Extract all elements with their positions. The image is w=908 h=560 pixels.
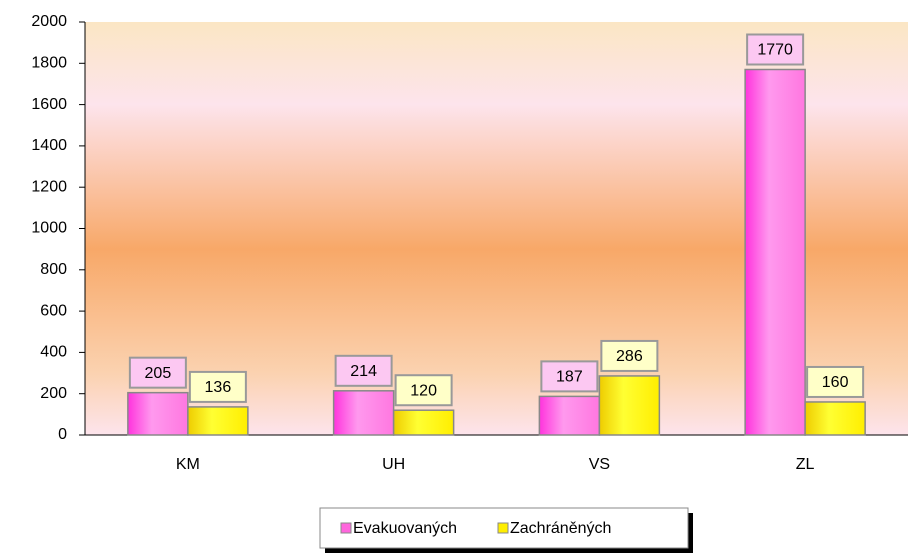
y-tick-label: 0 xyxy=(58,426,67,443)
data-label-box xyxy=(806,365,865,398)
legend-label: Evakuovaných xyxy=(353,520,457,537)
data-label: 214 xyxy=(350,363,377,380)
data-label-box xyxy=(746,33,805,66)
y-tick-label: 1800 xyxy=(31,55,67,72)
bar xyxy=(538,395,601,436)
y-tick-label: 1000 xyxy=(31,220,67,237)
x-tick-label: KM xyxy=(176,456,200,473)
y-tick-label: 1400 xyxy=(31,137,67,154)
bar xyxy=(598,375,661,436)
data-label-box xyxy=(394,374,453,407)
data-label: 120 xyxy=(410,382,437,399)
bar xyxy=(187,406,249,436)
bar xyxy=(392,409,455,436)
y-tick-label: 1600 xyxy=(31,96,67,113)
data-label: 136 xyxy=(205,379,232,396)
data-label-box xyxy=(540,360,599,393)
x-tick-label: UH xyxy=(382,456,405,473)
data-label: 1770 xyxy=(757,42,793,59)
data-label: 205 xyxy=(145,365,172,382)
data-label-box xyxy=(188,370,247,403)
legend-marker xyxy=(497,522,509,534)
x-tick-label: ZL xyxy=(796,456,815,473)
data-label: 286 xyxy=(616,348,643,365)
bar xyxy=(744,68,806,436)
bar xyxy=(332,390,395,436)
y-tick-label: 600 xyxy=(40,302,67,319)
data-label-box xyxy=(128,356,187,389)
data-label-box xyxy=(600,339,659,372)
x-tick-label: VS xyxy=(589,456,610,473)
legend-label: Zachráněných xyxy=(510,520,611,537)
data-label: 160 xyxy=(822,374,849,391)
bar xyxy=(127,391,189,436)
bar xyxy=(804,401,866,436)
y-tick-label: 1200 xyxy=(31,178,67,195)
data-label: 187 xyxy=(556,369,583,386)
y-tick-label: 200 xyxy=(40,385,67,402)
y-tick-label: 2000 xyxy=(31,13,67,30)
legend-marker xyxy=(340,522,352,534)
y-tick-label: 400 xyxy=(40,344,67,361)
data-label-box xyxy=(334,354,393,387)
y-tick-label: 800 xyxy=(40,261,67,278)
